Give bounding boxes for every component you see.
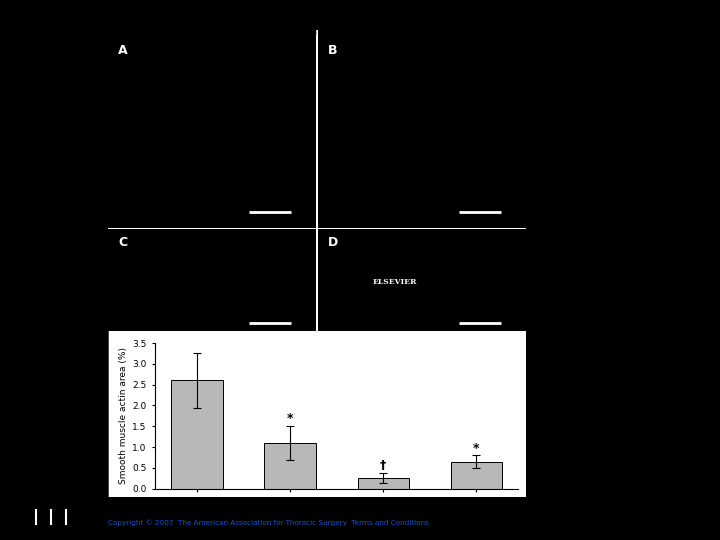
Bar bbox=[358, 478, 409, 489]
Bar bbox=[264, 443, 315, 489]
Text: The Journal of Thoracic and Cardiovascular Surgery 2007 1341249-1258DOI: (10.101: The Journal of Thoracic and Cardiovascul… bbox=[108, 510, 495, 517]
X-axis label: Treatment: Treatment bbox=[312, 509, 361, 519]
Text: ELSEVIER: ELSEVIER bbox=[372, 278, 417, 286]
Text: Figure 3: Figure 3 bbox=[289, 24, 345, 38]
Text: Copyright © 2007  The American Association for Thoracic Surgery  Terms and Condi: Copyright © 2007 The American Associatio… bbox=[108, 519, 428, 526]
Y-axis label: Smooth muscle actin area (%): Smooth muscle actin area (%) bbox=[119, 347, 128, 484]
Text: †: † bbox=[380, 460, 387, 472]
Text: E: E bbox=[91, 336, 101, 350]
Bar bbox=[171, 381, 222, 489]
Text: *: * bbox=[473, 442, 480, 455]
Text: B: B bbox=[328, 44, 338, 57]
Text: D: D bbox=[328, 237, 338, 249]
Text: C: C bbox=[118, 237, 127, 249]
Text: *: * bbox=[287, 413, 293, 426]
Text: A: A bbox=[118, 44, 128, 57]
Bar bbox=[451, 462, 502, 489]
